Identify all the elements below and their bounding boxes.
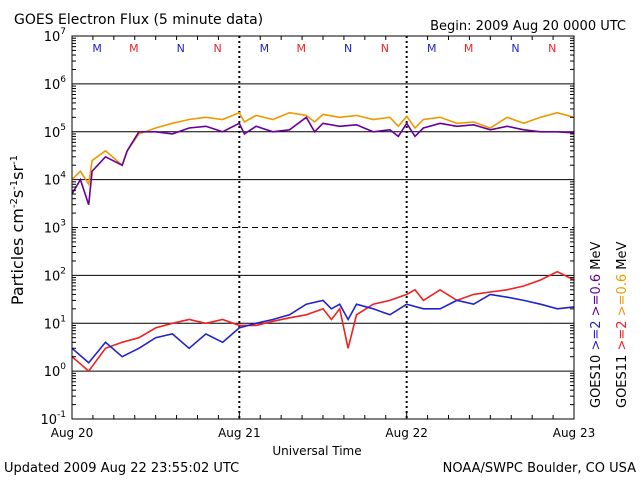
y-tick-label: 101 [44,314,66,332]
y-label-sup-s: -1 [9,180,20,190]
local-time-marker: M [464,42,474,55]
local-time-marker: N [511,42,519,55]
y-tick-base: 10 [44,317,61,332]
y-tick-exponent: 4 [60,171,66,181]
legend-satellite: GOES11 [615,355,630,408]
local-time-marker: N [177,42,185,55]
y-tick-base: 10 [44,30,61,45]
y-tick-base: 10 [44,222,61,237]
chart-title: GOES Electron Flux (5 minute data) [14,12,263,28]
y-tick-exponent: 6 [60,75,66,85]
legend-label-2mev: >=2 [589,320,604,350]
y-tick-label: 102 [44,266,66,284]
y-label-sup-cm: -2 [9,198,20,208]
y-axis-label: Particles cm-2s-1sr-1 [8,155,27,305]
y-tick-exponent: -1 [57,410,66,420]
y-tick-label: 106 [44,75,67,93]
series-line [71,293,575,364]
local-time-marker: N [344,42,352,55]
local-time-marker: N [381,42,389,55]
legend-unit: MeV [615,242,630,270]
legend-satellite: GOES10 [589,355,604,408]
legend-label-06mev: >=0.6 [615,274,630,316]
local-time-marker: M [427,42,437,55]
local-time-marker: M [129,42,139,55]
x-tick-label: Aug 21 [218,426,261,440]
y-tick-exponent: 0 [60,362,66,372]
y-label-sup-sr: -1 [9,155,20,165]
legend-entry: GOES11 >=2 >=0.6 MeV [615,242,630,408]
y-tick-exponent: 7 [60,27,66,37]
y-label-s: s [8,190,27,198]
y-tick-label: 104 [44,171,67,189]
updated-timestamp: Updated 2009 Aug 22 23:55:02 UTC [4,461,239,476]
local-time-marker: N [548,42,556,55]
grid-lines [72,36,574,419]
y-tick-label: 103 [44,219,66,237]
y-tick-exponent: 5 [60,123,66,133]
y-tick-base: 10 [44,126,61,141]
series-lines [71,111,575,373]
credit-label: NOAA/SWPC Boulder, CO USA [443,461,636,476]
local-time-marker: M [92,42,102,55]
x-axis-label: Universal Time [272,444,361,458]
legend-unit: MeV [589,242,604,270]
legend-label-2mev: >=2 [615,320,630,350]
x-tick-label: Aug 20 [51,426,94,440]
y-tick-label: 105 [44,123,66,141]
begin-label: Begin: 2009 Aug 20 0000 UTC [430,19,626,34]
local-time-marker: M [260,42,270,55]
legend-entry: GOES10 >=2 >=0.6 MeV [589,242,604,408]
legend-label-06mev: >=0.6 [589,274,604,316]
y-tick-base: 10 [44,269,61,284]
local-time-marker: M [296,42,306,55]
y-tick-base: 10 [44,78,61,93]
local-time-marker: N [213,42,221,55]
y-tick-base: 10 [44,174,61,189]
series-line [71,270,575,373]
y-tick-base: 10 [44,365,61,380]
y-tick-exponent: 2 [60,266,66,276]
y-label-base: Particles cm [8,208,27,305]
x-tick-label: Aug 23 [553,426,596,440]
y-tick-label: 100 [44,362,67,380]
y-tick-exponent: 1 [60,314,66,324]
y-tick-base: 10 [40,413,57,428]
y-label-sr: sr [8,165,27,180]
series-line [71,116,575,205]
y-tick-label: 107 [44,27,66,45]
y-tick-label: 10-1 [40,410,66,428]
x-tick-label: Aug 22 [385,426,428,440]
y-tick-exponent: 3 [60,219,66,229]
